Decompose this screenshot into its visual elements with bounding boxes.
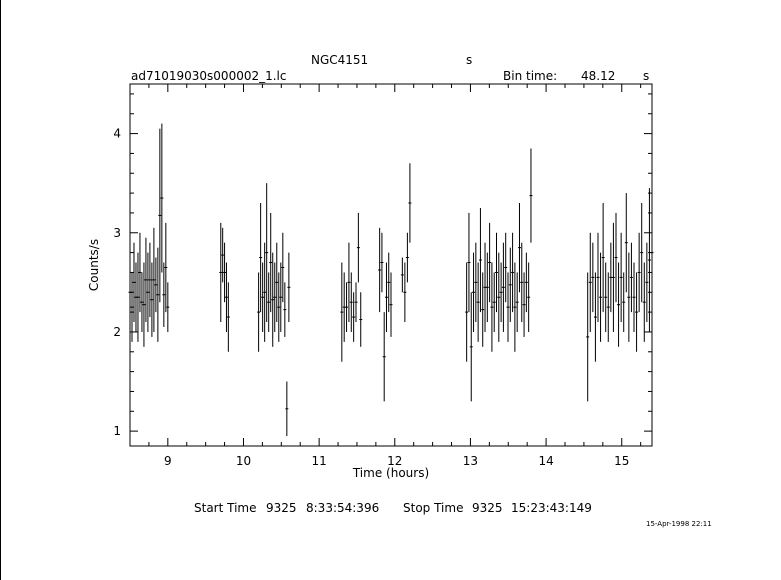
stop-time-day: 9325 xyxy=(472,501,503,515)
x-tick-label: 15 xyxy=(614,454,629,468)
y-axis-title: Counts/s xyxy=(87,239,101,291)
x-tick-label: 11 xyxy=(311,454,326,468)
y-tick-label: 4 xyxy=(113,127,121,141)
bin-time-value: 48.12 xyxy=(581,69,616,83)
start-time-clock: 8:33:54:396 xyxy=(306,501,380,515)
y-tick-label: 1 xyxy=(113,424,121,438)
x-tick-label: 13 xyxy=(463,454,478,468)
plot-frame xyxy=(129,83,653,447)
y-tick-label: 3 xyxy=(113,226,121,240)
object-name: NGC4151 xyxy=(311,53,369,67)
x-tick-label: 10 xyxy=(236,454,251,468)
bin-time-unit: s xyxy=(643,69,650,83)
window-left-border xyxy=(0,0,1,580)
x-tick-label: 12 xyxy=(387,454,402,468)
file-name: ad71019030s000002_1.lc xyxy=(131,69,287,83)
x-tick-label: 14 xyxy=(538,454,553,468)
object-suffix: s xyxy=(466,53,473,67)
start-time-label: Start Time xyxy=(194,501,257,515)
x-tick-label: 9 xyxy=(164,454,172,468)
bin-time-label: Bin time: xyxy=(503,69,558,83)
start-time-day: 9325 xyxy=(266,501,297,515)
stop-time-clock: 15:23:43:149 xyxy=(511,501,592,515)
stop-time-label: Stop Time xyxy=(403,501,464,515)
y-tick-label: 2 xyxy=(113,325,121,339)
x-axis-title: Time (hours) xyxy=(352,466,429,480)
date-stamp: 15-Apr-1998 22:11 xyxy=(646,520,712,528)
data-marks xyxy=(128,123,654,437)
